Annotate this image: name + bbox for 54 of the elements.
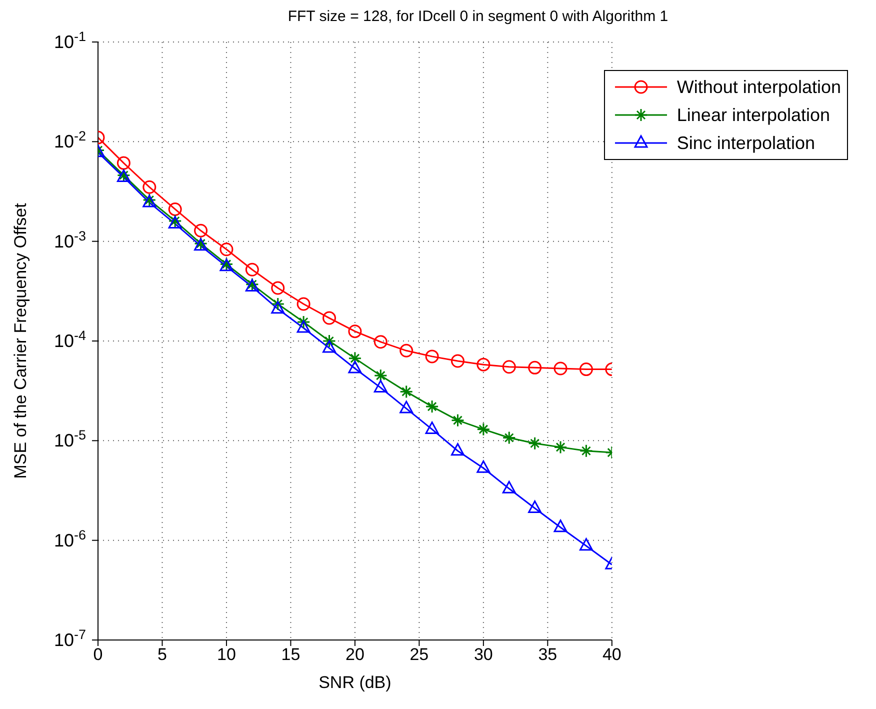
point: [348, 324, 362, 338]
chart-title: FFT size = 128, for IDcell 0 in segment 0 with Algorithm 1: [286, 8, 670, 27]
y-tick-label: 10$^{-2}$: [54, 128, 86, 152]
point: [296, 297, 310, 311]
point: [374, 335, 388, 349]
x-tick-label: 20: [345, 645, 364, 664]
legend-label: Linear interpolation: [676, 104, 830, 126]
point: [194, 224, 208, 238]
point: [400, 400, 414, 414]
point: [476, 358, 490, 372]
y-tick-label: 10$^{-7}$: [54, 626, 86, 650]
y-tick-label: 10$^{-1}$: [54, 28, 86, 52]
point: [502, 480, 516, 494]
x-tick-label: 30: [474, 645, 493, 664]
point: [554, 520, 568, 532]
point: [271, 281, 285, 295]
point: [528, 500, 542, 513]
point: [450, 443, 464, 456]
point: [116, 156, 130, 170]
point: [425, 422, 439, 434]
x-tick-label: 35: [538, 645, 558, 664]
y-tick-label: 10$^{-5}$: [54, 427, 86, 451]
x-axis-title: SNR (dB): [318, 673, 392, 692]
x-tick-label: 5: [158, 645, 167, 664]
point: [450, 354, 464, 368]
point: [142, 180, 156, 194]
point: [554, 362, 568, 376]
point: [322, 340, 336, 353]
point: [476, 460, 490, 473]
legend-label: Sinc interpolation: [676, 132, 815, 154]
point: [502, 360, 516, 374]
point: [348, 360, 362, 374]
x-tick-label: 15: [281, 645, 300, 664]
point: [271, 301, 285, 314]
point: [425, 350, 439, 364]
x-tick-label: 40: [602, 645, 622, 664]
x-tick-label: 25: [410, 645, 429, 664]
point: [245, 262, 259, 276]
x-tick-label: 0: [93, 645, 103, 664]
point: [296, 320, 310, 333]
x-tick-label: 10: [217, 645, 236, 664]
point: [579, 538, 593, 551]
y-tick-label: 10$^{-6}$: [54, 526, 86, 550]
point: [579, 362, 593, 376]
y-tick-label: 10$^{-3}$: [54, 228, 86, 252]
y-axis-title: MSE of the Carrier Frequency Offset: [11, 202, 30, 479]
point: [322, 311, 336, 325]
point: [220, 242, 234, 256]
y-tick-label: 10$^{-4}$: [54, 328, 86, 351]
point: [528, 360, 542, 374]
point: [168, 202, 182, 216]
point: [400, 344, 414, 358]
point: [374, 380, 388, 392]
legend-label: Without interpolation: [676, 76, 841, 98]
